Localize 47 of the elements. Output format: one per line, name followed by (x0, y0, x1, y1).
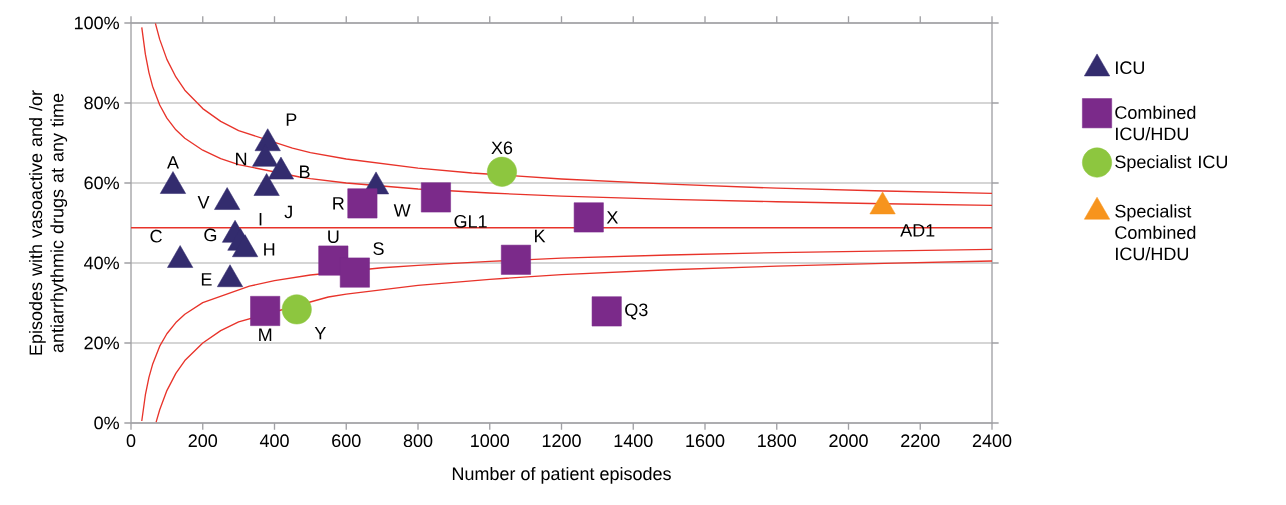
annotation: C (150, 229, 162, 243)
annotation: I (259, 213, 262, 226)
annotation: M (259, 328, 272, 341)
annotation: A (167, 156, 179, 169)
annotation: X (606, 211, 618, 224)
legend-label: Specialist ICU (1115, 155, 1227, 172)
legend-label: ICU (1116, 61, 1144, 75)
x-tick-label: 0 (126, 434, 136, 448)
y-tick-label: 80% (84, 96, 119, 110)
annotation: X6 (491, 141, 513, 155)
x-tick-label: 600 (332, 434, 361, 448)
y-tick-label: 20% (84, 336, 119, 350)
annotation: Q3 (625, 303, 648, 320)
annotation: R (333, 197, 344, 210)
annotation: E (201, 273, 212, 286)
x-axis-title: Number of patient episodes (452, 466, 671, 484)
legend-label: Combined ICU/HDU (1115, 105, 1196, 141)
annotation: N (236, 152, 247, 166)
annotation: G (204, 228, 217, 242)
x-tick-label: 1800 (758, 434, 797, 448)
y-tick-label: 100% (74, 16, 119, 30)
annotation: J (284, 205, 292, 219)
annotation: P (286, 113, 297, 126)
legend-label: Specialist Combined ICU/HDU (1115, 204, 1196, 261)
y-axis-title: Episodes with vasoactive and /or antiarrhythmic drugs at any time (28, 90, 68, 355)
x-tick-label: 2000 (829, 434, 868, 448)
x-tick-label: 1000 (471, 434, 510, 448)
annotation: H (264, 243, 275, 256)
annotation: B (300, 165, 310, 178)
y-tick-label: 60% (84, 176, 119, 190)
x-tick-label: 1600 (686, 434, 725, 448)
x-tick-label: 200 (188, 434, 218, 448)
x-tick-label: 400 (259, 434, 289, 448)
x-tick-label: 1200 (542, 434, 581, 448)
annotation: K (535, 229, 546, 243)
annotation: S (373, 242, 384, 255)
x-tick-label: 800 (403, 434, 433, 448)
annotation: GL1 (454, 214, 487, 228)
x-tick-label: 2400 (972, 434, 1012, 448)
x-tick-label: 2200 (901, 434, 940, 448)
annotation: Y (314, 326, 326, 340)
y-tick-label: 0% (94, 416, 119, 430)
annotation: V (197, 196, 210, 209)
annotation: W (393, 204, 411, 217)
annotation: U (328, 230, 339, 243)
y-tick-label: 40% (84, 256, 119, 270)
x-tick-label: 1400 (614, 434, 653, 448)
